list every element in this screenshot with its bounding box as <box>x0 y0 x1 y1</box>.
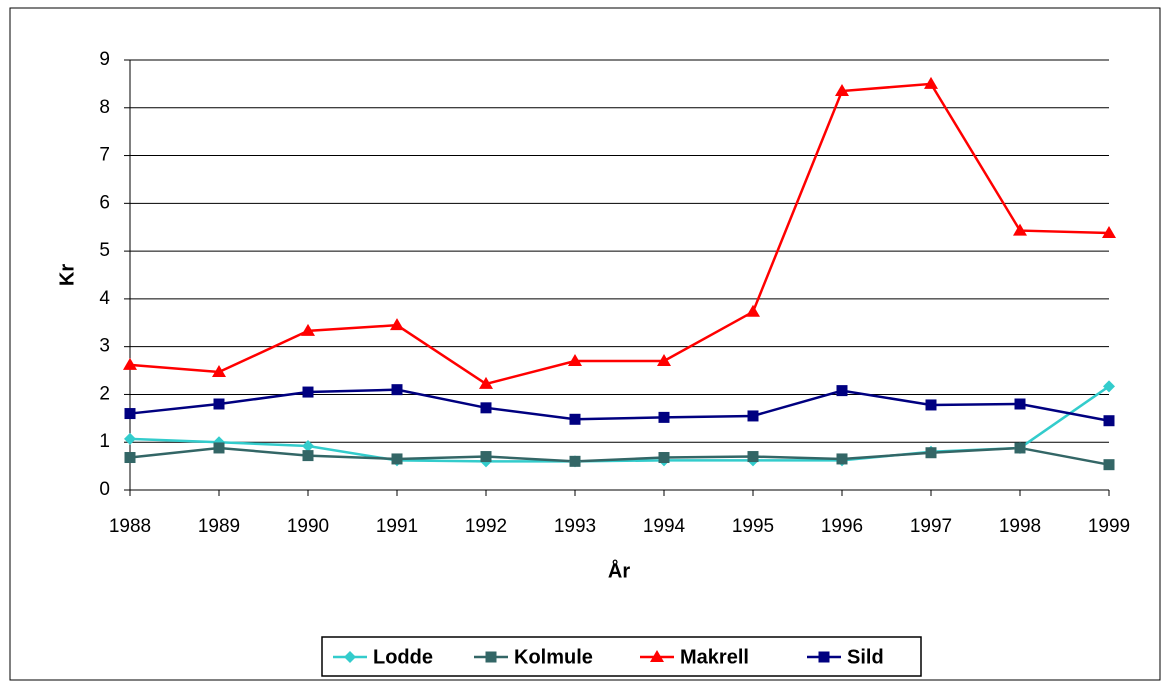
y-tick-label: 5 <box>99 240 110 261</box>
x-tick-label: 1995 <box>732 516 774 537</box>
data-point <box>479 376 493 389</box>
y-tick-label: 1 <box>99 431 110 452</box>
x-tick-label: 1996 <box>821 516 863 537</box>
y-tick-label: 6 <box>99 192 110 213</box>
data-point <box>924 76 938 89</box>
data-point <box>835 84 849 97</box>
legend-label: Lodde <box>373 646 433 668</box>
y-tick-label: 4 <box>99 288 110 309</box>
data-point <box>213 442 225 454</box>
data-point <box>569 455 581 467</box>
data-point <box>836 385 848 397</box>
data-point <box>747 451 759 463</box>
data-point <box>657 354 671 366</box>
chart-frame <box>9 7 1161 681</box>
y-tick-label: 9 <box>99 49 110 70</box>
data-point <box>925 447 937 459</box>
x-tick-label: 1997 <box>910 516 952 537</box>
data-point <box>302 440 314 453</box>
data-point <box>123 357 137 370</box>
series-line <box>129 388 1110 422</box>
data-point <box>1102 225 1116 238</box>
data-point <box>569 413 581 425</box>
data-point <box>836 453 848 465</box>
data-point <box>658 452 670 464</box>
legend-marker <box>818 651 830 663</box>
data-point <box>1014 442 1026 454</box>
legend-label: Makrell <box>680 646 749 668</box>
data-point <box>1014 398 1026 410</box>
y-tick-label: 0 <box>99 479 110 500</box>
data-point <box>1103 415 1115 427</box>
data-point <box>391 453 403 465</box>
data-point <box>480 402 492 414</box>
x-tick-label: 1990 <box>287 516 329 537</box>
data-point <box>390 318 404 331</box>
data-point <box>391 384 403 396</box>
data-point <box>124 408 136 420</box>
y-tick-label: 2 <box>99 383 110 404</box>
series-line <box>129 446 1110 466</box>
x-tick-label: 1998 <box>999 516 1041 537</box>
x-tick-label: 1993 <box>554 516 596 537</box>
data-point <box>124 432 136 445</box>
y-axis-title: Kr <box>56 264 78 286</box>
y-tick-label: 8 <box>99 97 110 118</box>
legend-marker <box>485 651 497 663</box>
x-tick-label: 1988 <box>109 516 151 537</box>
data-point <box>1013 223 1027 236</box>
legend-label: Sild <box>847 646 884 668</box>
x-tick-label: 1999 <box>1088 516 1130 537</box>
y-tick-label: 3 <box>99 336 110 357</box>
data-point <box>568 354 582 366</box>
data-point <box>1103 459 1115 471</box>
data-point <box>480 451 492 463</box>
data-point <box>746 304 760 317</box>
data-point <box>213 398 225 410</box>
x-tick-label: 1989 <box>198 516 240 537</box>
data-point <box>302 386 314 398</box>
legend-marker <box>344 651 356 663</box>
data-point <box>301 323 315 336</box>
data-point <box>212 364 226 377</box>
x-tick-label: 1992 <box>465 516 507 537</box>
series-line <box>129 82 1110 386</box>
data-point <box>747 410 759 422</box>
legend-label: Kolmule <box>514 646 593 668</box>
data-point <box>925 399 937 411</box>
y-tick-label: 7 <box>99 145 110 166</box>
x-axis-title: År <box>608 558 630 582</box>
x-tick-label: 1994 <box>643 516 686 537</box>
x-tick-label: 1991 <box>376 516 418 537</box>
legend-marker <box>650 650 664 662</box>
data-point <box>658 411 670 423</box>
data-point <box>124 452 136 464</box>
data-point <box>1103 380 1115 393</box>
data-point <box>302 450 314 462</box>
